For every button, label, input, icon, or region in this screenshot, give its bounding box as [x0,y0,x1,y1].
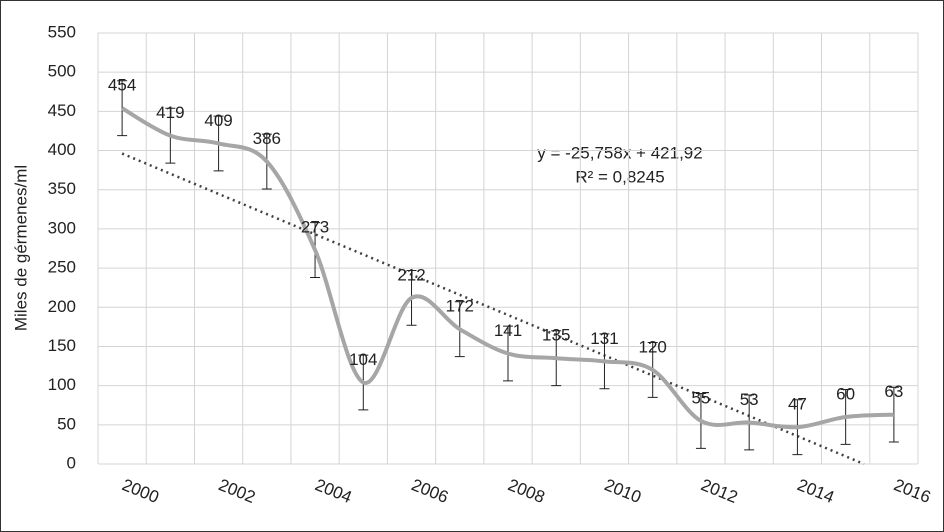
data-label: 172 [446,297,474,316]
y-tick-label: 450 [48,101,76,120]
data-label: 386 [253,129,281,148]
y-tick-label: 500 [48,62,76,81]
y-tick-label: 250 [48,258,76,277]
trend-equation: y = -25,758x + 421,92 [537,143,702,162]
y-tick-label: 50 [57,414,76,433]
trend-r2: R² = 0,8245 [575,167,664,186]
data-label: 63 [884,382,903,401]
data-label: 55 [691,388,710,407]
data-label: 120 [639,337,667,356]
data-label: 131 [590,329,618,348]
data-label: 104 [349,350,377,369]
data-label: 141 [494,321,522,340]
data-label: 47 [788,395,807,414]
y-tick-label: 300 [48,218,76,237]
data-label: 454 [108,76,136,95]
y-tick-label: 550 [48,22,76,41]
y-tick-label: 100 [48,375,76,394]
data-label: 409 [204,111,232,130]
data-label: 212 [397,265,425,284]
y-tick-label: 0 [67,453,76,472]
y-axis-label: Miles de gérmenes/ml [11,165,30,331]
trendline [121,152,865,466]
data-label: 53 [740,390,759,409]
data-label: 419 [156,103,184,122]
data-label: 135 [542,326,570,345]
y-tick-label: 400 [48,140,76,159]
line [121,106,894,430]
y-tick-label: 200 [48,297,76,316]
data-label: 60 [836,384,855,403]
data-label: 273 [301,218,329,237]
y-tick-label: 150 [48,336,76,355]
y-tick-label: 350 [48,179,76,198]
